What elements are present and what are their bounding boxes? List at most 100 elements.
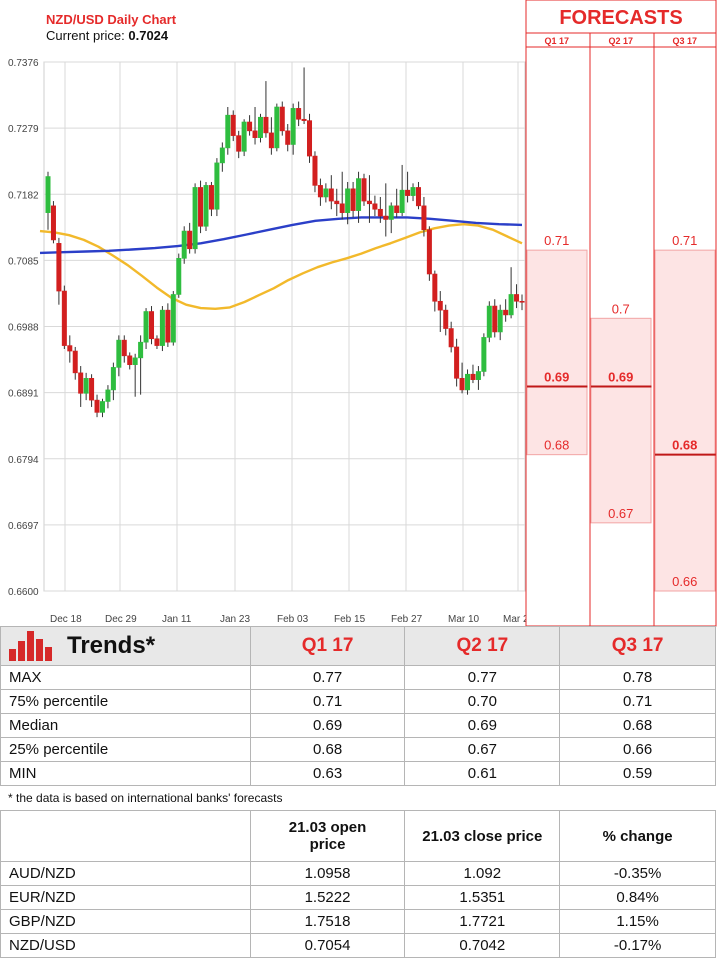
candle [405, 171, 411, 203]
candle [252, 106, 258, 145]
candle [274, 103, 280, 152]
trends-cell: 0.63 [249, 761, 406, 786]
candle [121, 335, 127, 363]
trends-row-label: 25% percentile [0, 737, 251, 762]
fx-change-cell: 1.15% [559, 909, 716, 934]
trends-cell: 0.71 [249, 689, 406, 714]
candle [143, 308, 149, 349]
fx-pair-cell: NZD/USD [0, 933, 251, 958]
candle [208, 181, 214, 217]
fx-header-row: 21.03 open price 21.03 close price % cha… [0, 810, 716, 862]
forecast-range-box [590, 317, 652, 524]
fx-close-cell: 0.7042 [404, 933, 561, 958]
candle [285, 124, 291, 152]
candle [236, 130, 242, 159]
candle [334, 188, 340, 217]
fx-pair-cell: AUD/NZD [0, 861, 251, 886]
candle [203, 181, 209, 232]
trends-row: 75% percentile 0.71 0.70 0.71 [0, 689, 716, 714]
x-tick-label: Jan 23 [220, 614, 250, 625]
forecast-range-box [526, 249, 588, 456]
trends-row-label: 75% percentile [0, 689, 251, 714]
candle [170, 291, 176, 346]
trends-cell: 0.61 [404, 761, 561, 786]
candle [78, 366, 84, 407]
candle [214, 158, 220, 217]
y-tick-label: 0.7182 [8, 190, 39, 201]
candle [328, 175, 334, 210]
candle [350, 181, 356, 218]
chart-title: NZD/USD Daily Chart [46, 12, 177, 27]
trends-title: Trends* [67, 632, 156, 659]
trends-cell: 0.77 [249, 665, 406, 690]
x-tick-label: Feb 27 [391, 614, 423, 625]
fx-row: NZD/USD 0.7054 0.7042 -0.17% [0, 933, 716, 958]
candle [99, 398, 105, 418]
x-tick-label: Dec 29 [105, 614, 137, 625]
trends-row: MIN 0.63 0.61 0.59 [0, 761, 716, 786]
forecast-value: 0.71 [672, 233, 697, 248]
y-tick-label: 0.6794 [8, 455, 39, 466]
candle [481, 333, 487, 377]
candle [437, 291, 443, 332]
candle [279, 101, 285, 136]
trends-row: 25% percentile 0.68 0.67 0.66 [0, 737, 716, 762]
candle [356, 171, 362, 223]
candle [127, 352, 133, 370]
candle [187, 222, 193, 254]
fx-header-open: 21.03 open price [249, 810, 406, 862]
candle [421, 196, 427, 237]
candle [198, 180, 204, 234]
trends-col-q2: Q2 17 [404, 626, 561, 666]
candle [72, 346, 78, 380]
candle [486, 301, 492, 343]
candle [508, 267, 514, 319]
forecast-range-box [654, 249, 716, 592]
candle [181, 226, 187, 264]
candle [301, 67, 307, 125]
fx-close-cell: 1.5351 [404, 885, 561, 910]
forecast-value: 0.71 [544, 233, 569, 248]
candle [159, 306, 165, 352]
trends-col-q3: Q3 17 [559, 626, 716, 666]
fx-row: EUR/NZD 1.5222 1.5351 0.84% [0, 885, 716, 910]
candle [230, 110, 236, 142]
fx-pair-cell: GBP/NZD [0, 909, 251, 934]
candle [176, 253, 182, 298]
trends-cell: 0.69 [249, 713, 406, 738]
candle [454, 338, 460, 387]
candle [192, 183, 198, 254]
candle [138, 335, 144, 395]
trends-row-label: MAX [0, 665, 251, 690]
candle [475, 366, 481, 390]
candle [50, 201, 56, 244]
candle [339, 171, 345, 220]
trends-col-q1: Q1 17 [249, 626, 406, 666]
x-tick-label: Feb 03 [277, 614, 309, 625]
y-tick-label: 0.7279 [8, 124, 39, 135]
candle [323, 183, 329, 203]
candle [94, 394, 100, 418]
candle [312, 151, 318, 193]
fx-open-cell: 1.0958 [249, 861, 406, 886]
candle [448, 321, 454, 353]
y-tick-label: 0.6697 [8, 521, 39, 532]
x-tick-label: Jan 11 [162, 614, 192, 625]
candle [366, 175, 372, 223]
candle [388, 202, 394, 234]
current-price-line: Current price: 0.7024 [46, 28, 169, 43]
x-tick-label: Mar 22 [503, 614, 535, 625]
trends-cell: 0.70 [404, 689, 561, 714]
current-price-label: Current price: [46, 28, 125, 43]
forecast-value: 0.69 [544, 369, 569, 384]
candle [154, 335, 160, 349]
fx-open-cell: 0.7054 [249, 933, 406, 958]
candle [383, 183, 389, 237]
candle [372, 195, 378, 217]
fx-open-cell: 1.7518 [249, 909, 406, 934]
x-tick-label: Dec 18 [50, 614, 82, 625]
candle [56, 237, 62, 305]
forecasts-title: FORECASTS [559, 7, 682, 29]
candle [45, 171, 51, 230]
fx-header-close: 21.03 close price [404, 810, 561, 862]
